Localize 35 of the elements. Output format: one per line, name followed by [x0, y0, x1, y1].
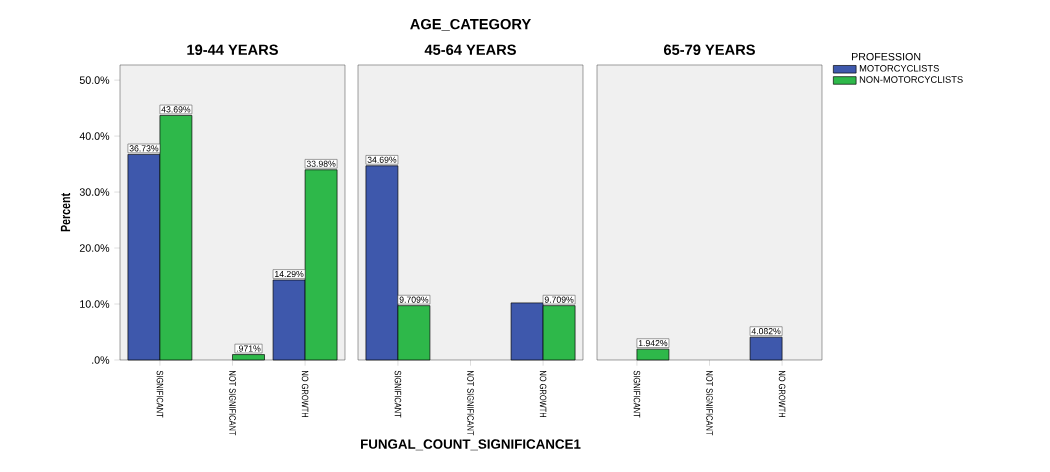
x-tick-label: NOT SIGNIFICANT [706, 371, 713, 436]
x-tick-label: NO GROWTH [301, 371, 309, 418]
text: AGE_CATEGORY [410, 18, 531, 31]
y-tick-label: 10.0% [80, 300, 110, 308]
legend-title: PROFESSION [851, 52, 921, 61]
x-tick-label: SIGNIFICANT [394, 370, 402, 418]
y-tick-label: 40.0% [79, 132, 110, 140]
y-axis-title: Percent [60, 193, 71, 232]
data-label: 9.709% [544, 296, 574, 303]
x-tick-label: NO GROWTH [778, 371, 786, 418]
data-label: 36.73% [129, 145, 159, 152]
data-label: 1.942% [638, 340, 668, 347]
y-tick-label: .0% [92, 356, 110, 364]
legend-label: MOTORCYCLISTS [859, 65, 939, 72]
x-tick-label: SIGNIFICANT [156, 370, 164, 418]
chart-title: 65-79 YEARS [663, 44, 755, 55]
y-tick-label: 50.0% [79, 76, 110, 84]
legend-label: NON-MOTORCYCLISTS [859, 76, 963, 83]
chart-title: 45-64 YEARS [424, 44, 516, 55]
data-label: 14.29% [275, 270, 304, 278]
x-tick-label: NOT SIGNIFICANT [229, 371, 236, 436]
x-tick-label: NOT SIGNIFICANT [467, 371, 474, 436]
data-label: 4.082% [751, 328, 781, 335]
data-label: 34.69% [367, 156, 397, 163]
x-tick-label: NO GROWTH [539, 371, 547, 418]
x-axis-title: FUNGAL_COUNT_SIGNIFICANCE1 [361, 439, 581, 451]
data-label: 43.69% [161, 106, 191, 113]
y-tick-label: 30.0% [79, 188, 110, 196]
x-tick-label: SIGNIFICANT [633, 370, 641, 418]
y-tick-label: 20.0% [79, 244, 110, 252]
data-label: 9.709% [399, 296, 429, 303]
data-label: .971% [237, 345, 261, 352]
chart-title: 19-44 YEARS [187, 44, 278, 55]
data-label: 33.98% [306, 160, 336, 167]
bar [232, 354, 265, 361]
